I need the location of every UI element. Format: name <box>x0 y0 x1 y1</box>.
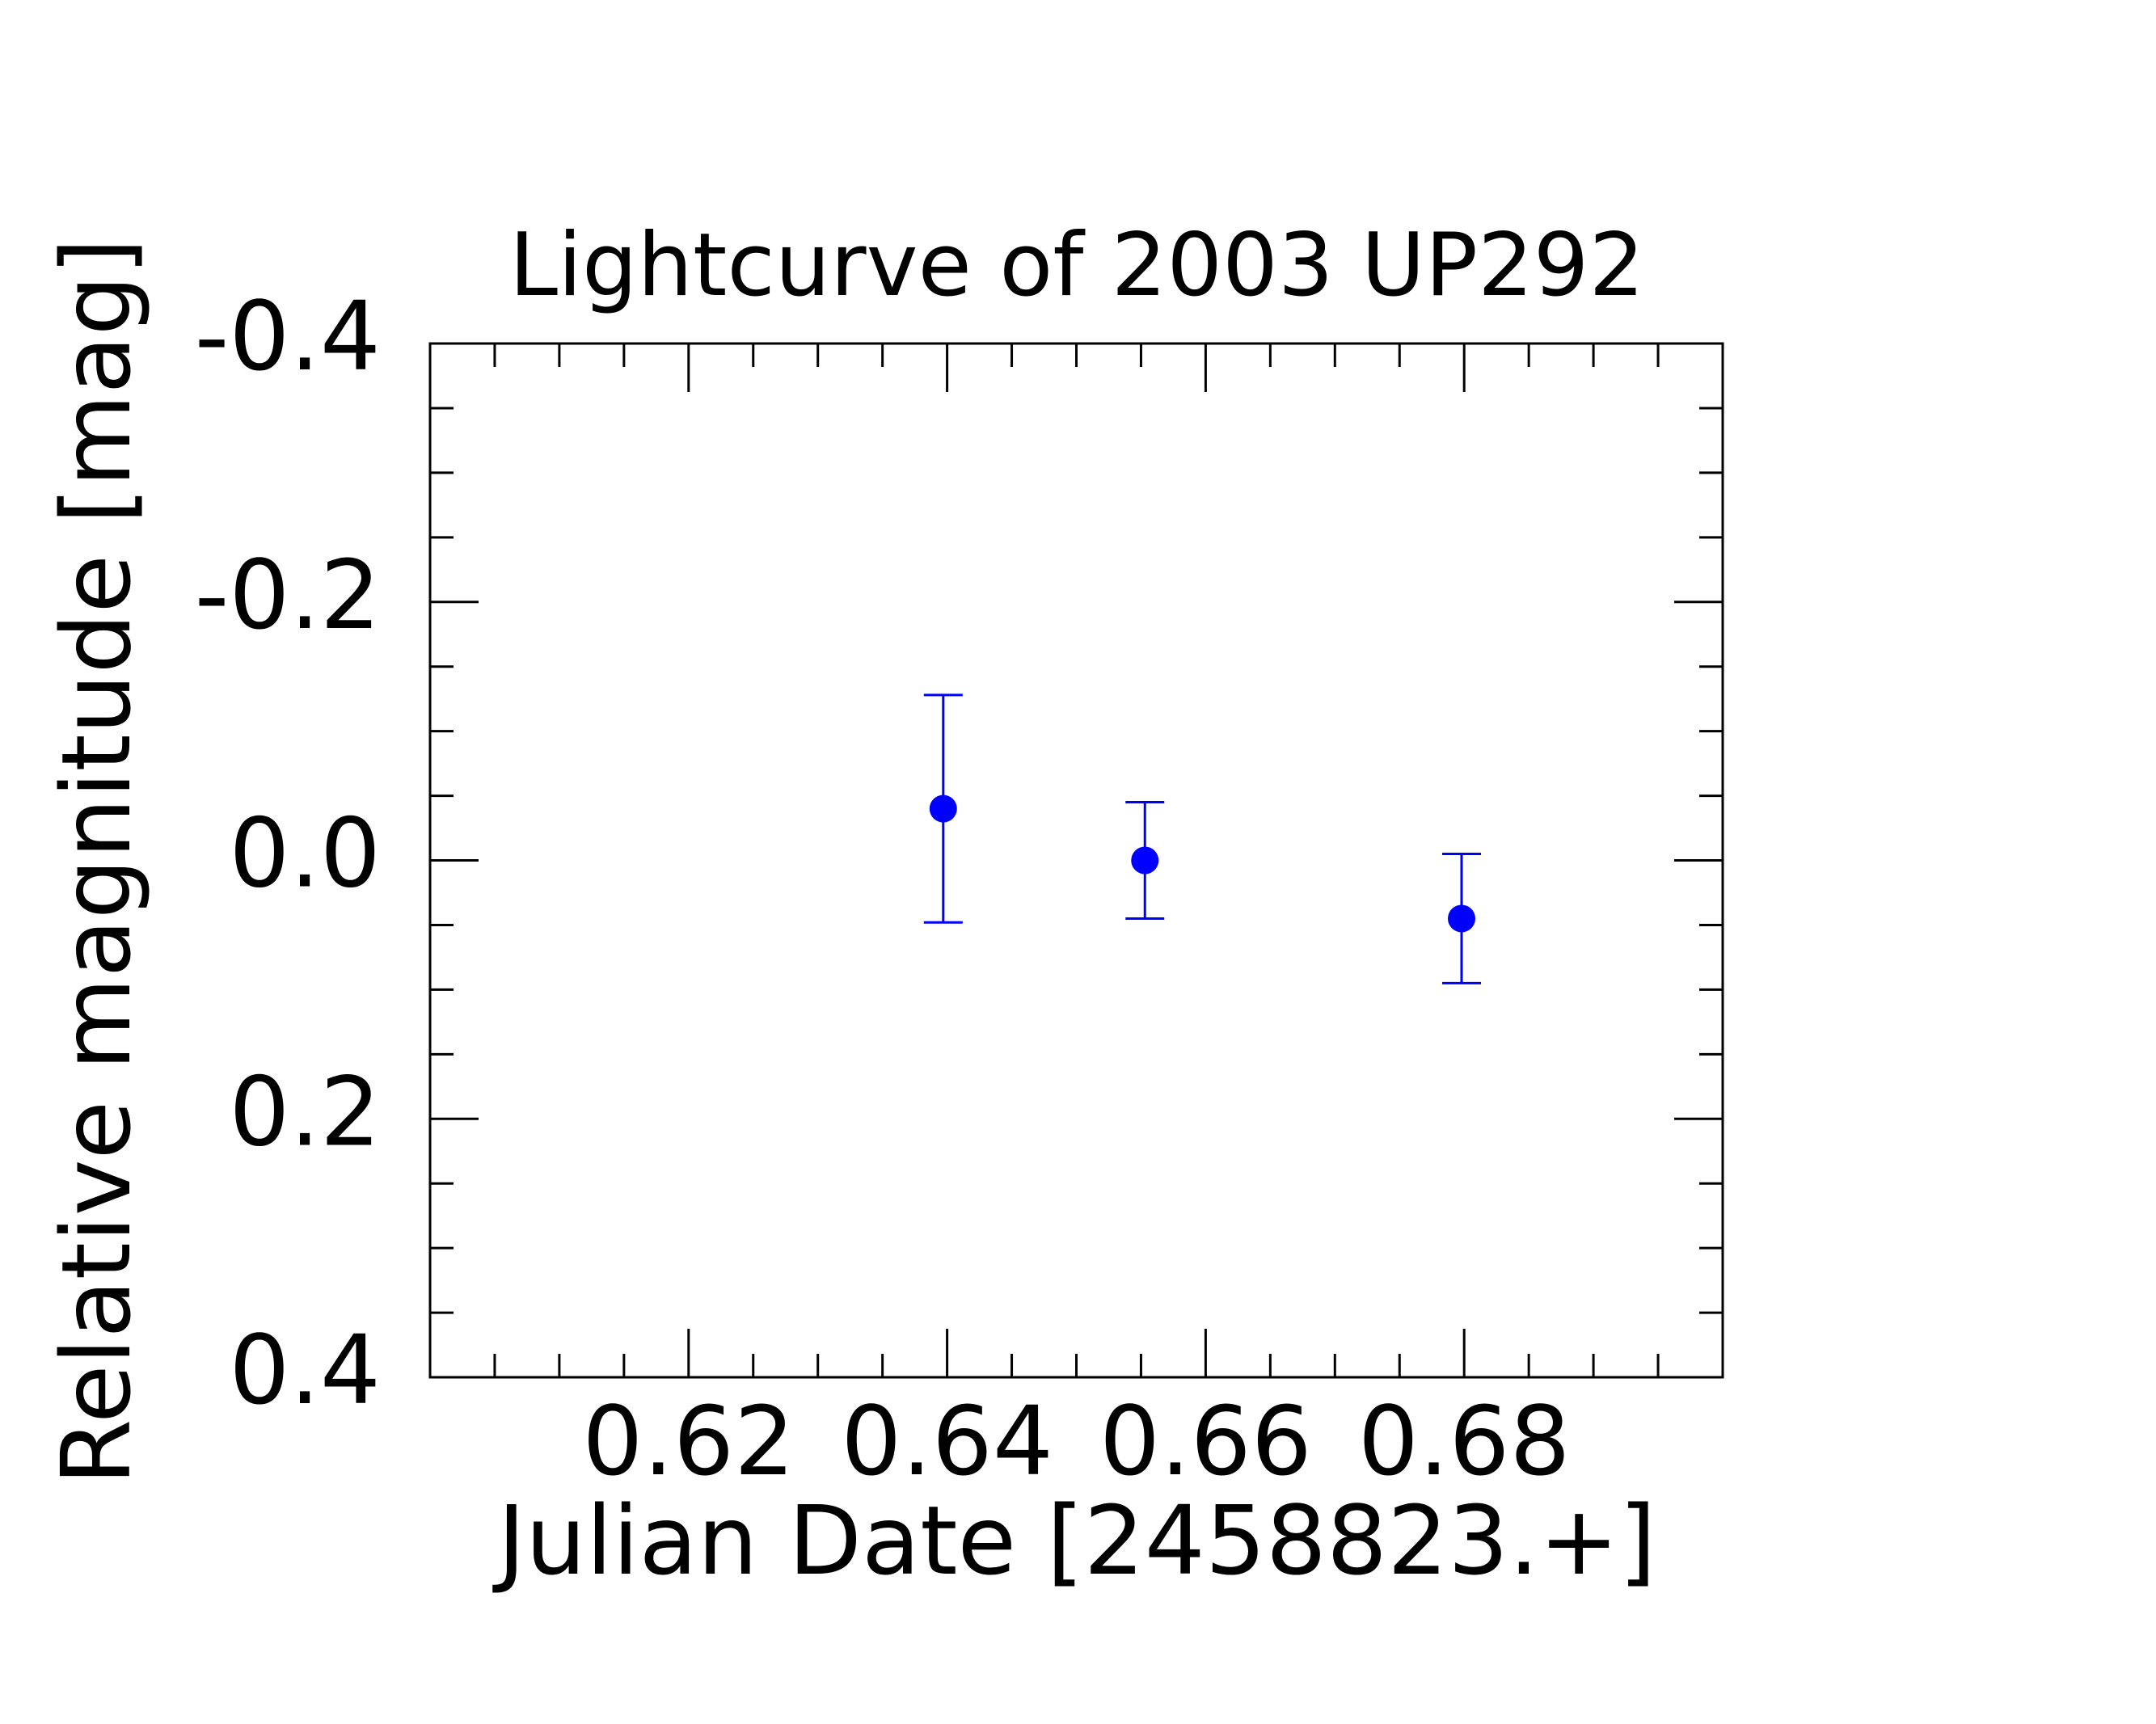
x-tick-label: 0.62 <box>582 1385 795 1497</box>
data-point <box>929 795 957 823</box>
y-axis-label: Relative magnitude [mag] <box>40 238 152 1485</box>
y-tick-label: 0.4 <box>229 1314 381 1426</box>
x-tick-label: 0.66 <box>1099 1385 1312 1497</box>
y-tick-label: 0.2 <box>229 1056 381 1167</box>
data-point <box>1131 846 1159 875</box>
x-tick-label: 0.64 <box>841 1385 1053 1497</box>
data-point <box>1448 904 1476 933</box>
y-tick-label: 0.0 <box>229 798 381 909</box>
x-axis-label: Julian Date [2458823.+] <box>492 1485 1656 1596</box>
plot-frame <box>428 342 1724 1379</box>
y-tick-label: -0.2 <box>195 539 381 651</box>
chart-title: Lightcurve of 2003 UP292 <box>509 215 1644 316</box>
y-tick-label: -0.4 <box>195 280 381 392</box>
x-tick-label: 0.68 <box>1358 1385 1571 1497</box>
